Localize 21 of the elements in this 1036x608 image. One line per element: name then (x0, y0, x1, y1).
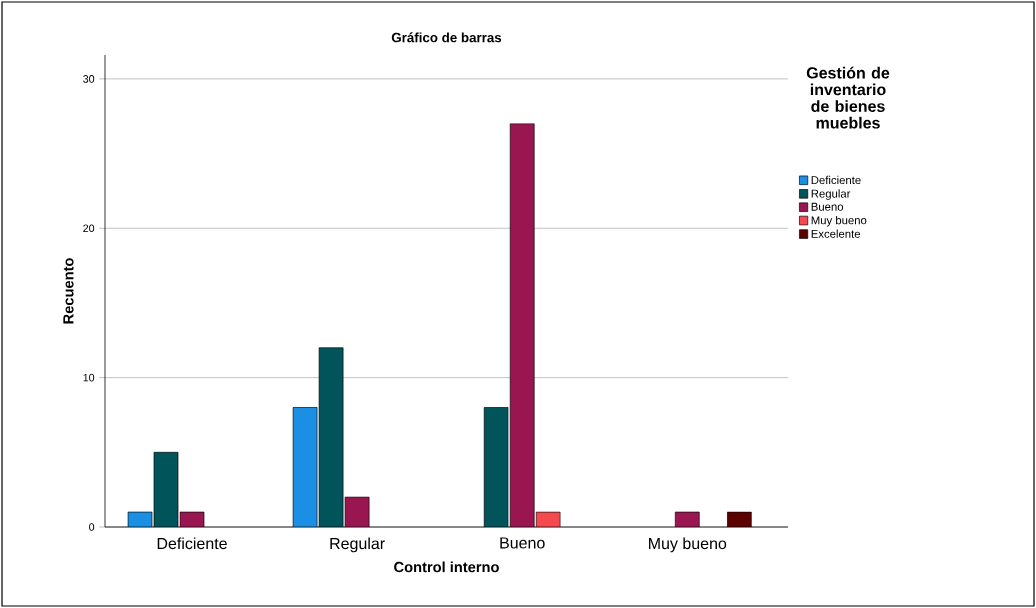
x-tick-label: Regular (330, 537, 385, 553)
y-tick-label: 0 (89, 523, 95, 531)
bar (483, 407, 509, 527)
x-tick-label: Muy bueno (649, 537, 727, 553)
chart-title: Gráfico de barras (391, 32, 502, 43)
legend-label: Muy bueno (811, 215, 867, 227)
x-axis-title: Control interno (394, 561, 499, 573)
y-axis-title: Recuento (63, 258, 74, 324)
bar (292, 407, 318, 527)
legend-label: Regular (811, 189, 851, 200)
y-tick-label: 10 (83, 373, 95, 382)
y-tick-label: 30 (83, 75, 95, 83)
legend-label: Deficiente (811, 175, 861, 185)
bar (318, 347, 344, 527)
legend-label: Excelente (811, 229, 861, 238)
y-tick-label: 20 (83, 224, 95, 233)
x-tick-label: Deficiente (157, 537, 227, 550)
legend-label: Bueno (811, 202, 844, 211)
bar (153, 451, 179, 527)
legend-title: Gestión de inventario de bienes muebles (806, 66, 890, 129)
x-tick-label: Bueno (500, 537, 545, 549)
